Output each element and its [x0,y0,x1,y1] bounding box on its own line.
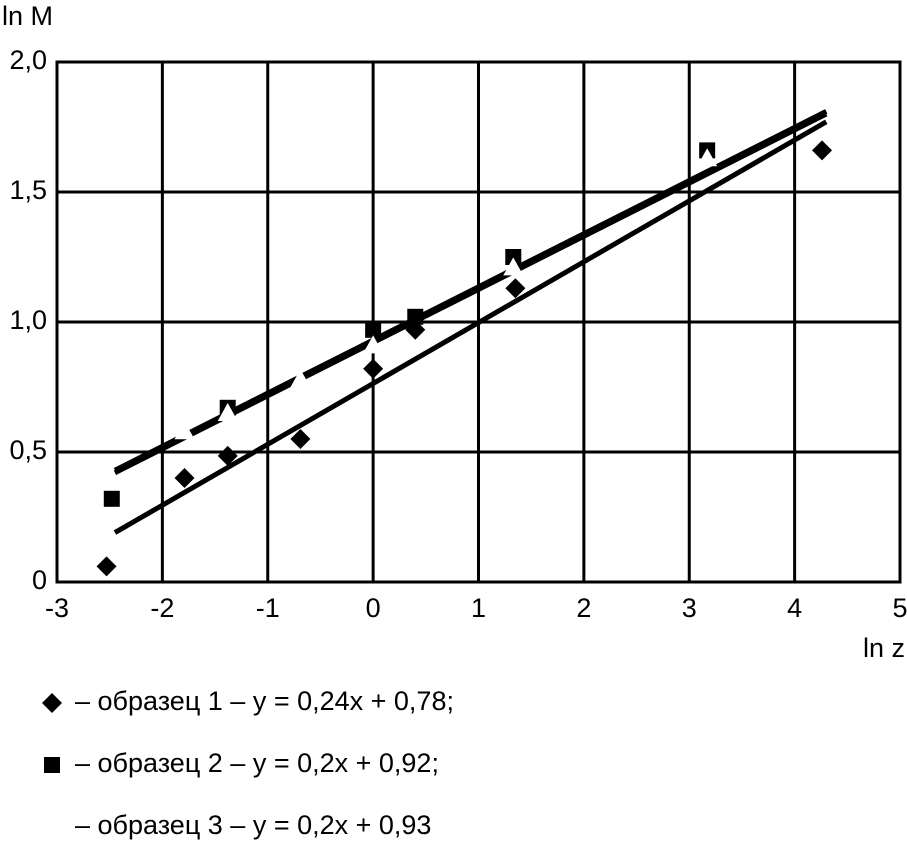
point [96,556,117,577]
x-tick-label: 1 [471,593,486,623]
y-tick-label: 1,0 [9,305,47,335]
y-tick-label: 0,5 [9,435,47,465]
point [363,335,384,354]
point [503,257,524,276]
point [174,468,195,488]
legend-marker [42,693,62,713]
point [290,429,311,449]
point [363,358,384,379]
legend-marker [44,757,60,773]
point [103,490,120,507]
x-tick-label: -2 [150,593,174,623]
point [505,249,522,265]
x-tick-label: 4 [787,593,802,623]
x-tick-label: -1 [256,593,280,623]
y-tick-label: 0 [32,565,47,595]
point [812,140,833,161]
legend-label: – образец 2 – y = 0,2x + 0,92; [75,748,439,778]
legend-label: – образец 1 – y = 0,24x + 0,78; [75,686,454,716]
x-tick-label: -3 [45,593,69,623]
x-axis-label: ln z [863,633,905,663]
point [217,403,238,421]
point [174,421,195,440]
trend-line [113,119,828,535]
plot-frame [55,60,902,584]
x-tick-label: 0 [366,593,381,623]
y-tick-label: 2,0 [9,45,47,75]
x-tick-label: 3 [682,593,697,623]
legend-label: – образец 3 – y = 0,2x + 0,93 [75,810,431,840]
point [290,369,311,388]
point [407,308,424,325]
x-tick-label: 5 [892,593,907,623]
y-axis-label: ln M [2,1,53,31]
point [365,321,382,338]
x-tick-label: 2 [576,593,591,623]
point [217,445,238,466]
y-tick-label: 1,5 [9,175,47,205]
point [505,278,526,299]
point [697,148,718,167]
